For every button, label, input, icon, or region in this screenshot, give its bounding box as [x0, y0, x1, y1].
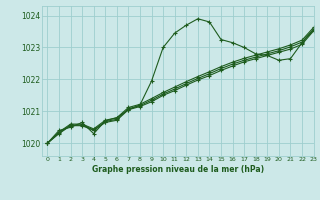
X-axis label: Graphe pression niveau de la mer (hPa): Graphe pression niveau de la mer (hPa): [92, 165, 264, 174]
